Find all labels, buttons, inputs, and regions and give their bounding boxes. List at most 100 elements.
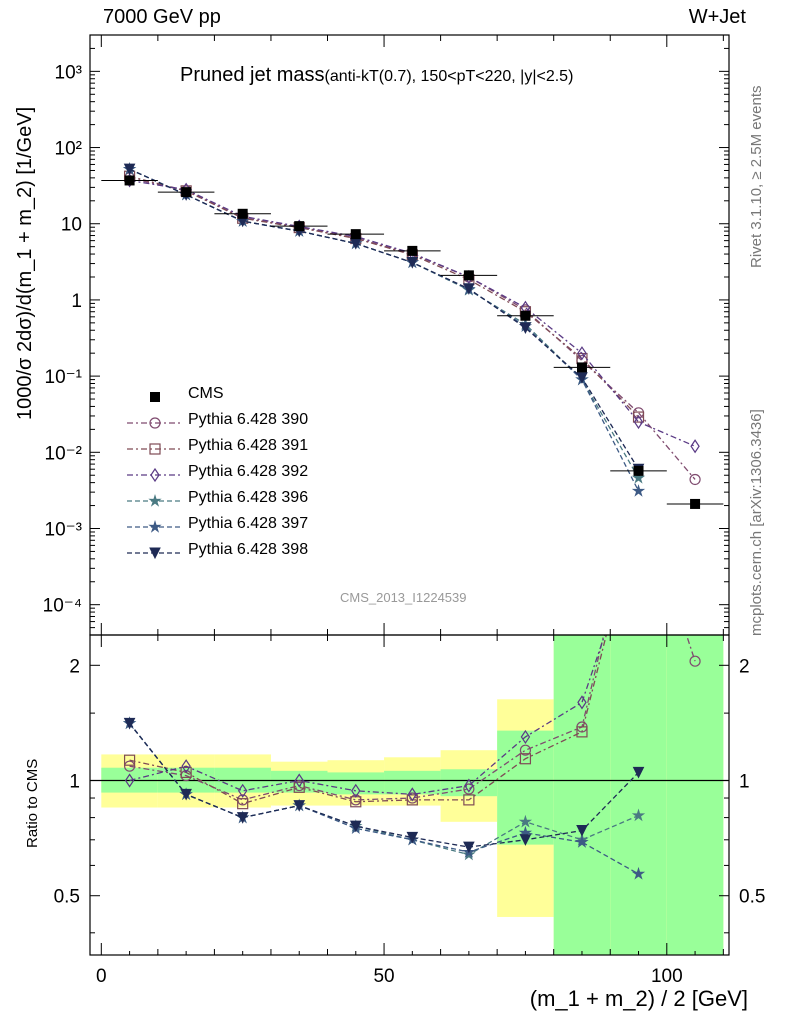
- ratio-marker: [180, 788, 192, 801]
- ratio-marker: [691, 485, 699, 497]
- ratio-marker: [294, 773, 304, 788]
- series-marker: [632, 411, 645, 423]
- x-axis-label: (m_1 + m_2) / 2 [GeV]: [529, 986, 748, 1011]
- data-point: [237, 208, 248, 219]
- ratio-marker: [519, 753, 532, 765]
- ratio-marker: [351, 783, 361, 798]
- main-ytick-label: 10: [61, 215, 82, 236]
- ratio-marker: [123, 717, 136, 730]
- main-ytick-label: 10³: [55, 62, 82, 83]
- process-label: W+Jet: [688, 6, 746, 28]
- data-point: [407, 245, 418, 256]
- plot-title-sub: (anti-kT(0.7), 150<pT<220, |y|<2.5): [324, 68, 574, 85]
- ratio-ytick-label-left: 1: [69, 772, 80, 793]
- band-inner: [610, 635, 667, 955]
- ratio-marker: [463, 783, 475, 795]
- ratio-panel-frame: [89, 634, 730, 956]
- series-marker: [690, 439, 700, 454]
- main-ytick-label: 10²: [55, 139, 82, 160]
- ratio-marker: [123, 754, 136, 766]
- ratio-marker: [236, 812, 249, 824]
- ratio-marker: [631, 866, 646, 880]
- ratio-marker: [634, 501, 644, 511]
- ratio-marker: [519, 834, 532, 846]
- series-marker: [519, 322, 532, 334]
- energy-label: 7000 GeV pp: [103, 6, 221, 28]
- data-point: [633, 465, 644, 476]
- ratio-marker: [464, 778, 474, 793]
- series-line: [129, 179, 696, 447]
- main-ytick-label: 10⁻³: [45, 519, 83, 540]
- series-3-ratio: [124, 485, 699, 802]
- ratio-marker: [689, 655, 701, 667]
- data-points: [101, 175, 724, 509]
- legend-symbol-marker: [149, 417, 161, 429]
- main-ytick-label: 10⁻²: [45, 443, 83, 464]
- series-marker: [633, 414, 644, 430]
- ratio-marker: [577, 695, 587, 710]
- ratio-line: [129, 635, 606, 796]
- data-point: [463, 270, 474, 281]
- band-inner: [553, 635, 611, 955]
- ratio-marker: [406, 831, 419, 844]
- ratio-ytick-label-right: 2: [739, 656, 750, 677]
- ratio-marker: [124, 773, 135, 788]
- ratio-marker: [575, 835, 589, 848]
- data-point: [520, 310, 531, 321]
- ratio-ytick-label-right: 0.5: [739, 887, 765, 908]
- ratio-marker: [635, 528, 643, 540]
- ratio-marker: [349, 820, 362, 833]
- main-panel-frame: [89, 34, 730, 636]
- legend-symbol-marker: [148, 493, 162, 507]
- data-point: [350, 229, 361, 240]
- ratio-line: [129, 635, 607, 805]
- plot-title-main: Pruned jet mass: [180, 64, 325, 86]
- data-point: [690, 498, 701, 509]
- ratio-marker: [576, 825, 588, 837]
- legend-symbol-cms: [150, 392, 160, 402]
- band-inner: [666, 635, 724, 955]
- ratio-marker: [293, 800, 306, 812]
- x-tick-label: 50: [373, 966, 394, 987]
- data-point: [181, 187, 192, 198]
- band-inner: [384, 770, 441, 795]
- series-line: [129, 175, 639, 418]
- series-2-ratio: [123, 501, 644, 810]
- legend-symbol-marker: [150, 467, 160, 483]
- ratio-marker: [406, 794, 418, 806]
- data-point: [576, 362, 587, 373]
- series-4-main: [122, 162, 646, 484]
- ratio-line: [129, 722, 639, 848]
- ratio-marker: [518, 814, 533, 828]
- legend-symbol-marker: [149, 443, 161, 455]
- ratio-marker: [520, 729, 531, 744]
- data-point: [294, 221, 305, 232]
- ratio-ytick-label-left: 2: [69, 656, 80, 677]
- ratio-marker: [576, 726, 588, 738]
- series-marker: [406, 256, 419, 269]
- ratio-marker: [181, 759, 191, 774]
- main-ytick-label: 1: [71, 291, 82, 312]
- series-marker: [689, 473, 701, 486]
- series-line: [129, 168, 640, 479]
- ratio-marker: [519, 744, 532, 756]
- ratio-ytick-label-right: 1: [739, 772, 750, 793]
- series-marker: [577, 346, 587, 361]
- data-point: [124, 175, 135, 186]
- analysis-id: CMS_2013_I1224539: [340, 590, 467, 605]
- series-marker: [631, 470, 646, 484]
- series-line: [129, 168, 640, 470]
- legend-symbol-marker: [149, 547, 161, 560]
- ratio-marker: [407, 787, 418, 802]
- ratio-marker: [237, 783, 248, 798]
- ratio-marker: [237, 798, 249, 810]
- ratio-marker: [123, 760, 136, 772]
- ratio-marker: [631, 808, 646, 822]
- series-6-ratio: [123, 717, 645, 854]
- ratio-ytick-label-left: 0.5: [54, 887, 80, 908]
- ratio-marker: [463, 841, 475, 854]
- x-tick-label: 100: [651, 966, 683, 987]
- ratio-marker: [293, 781, 305, 793]
- plot-title: Pruned jet mass(anti-kT(0.7), 150<pT<220…: [180, 64, 573, 87]
